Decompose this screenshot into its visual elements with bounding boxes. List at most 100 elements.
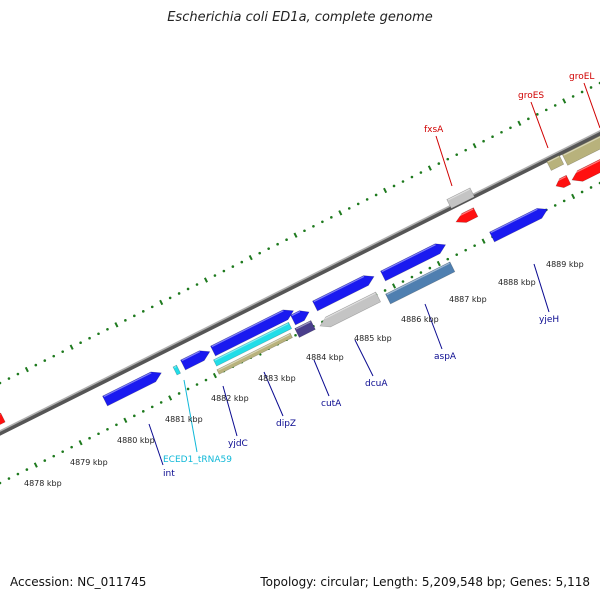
minor-tick-dot (70, 445, 73, 449)
gene-yjeH-arrow-highlight (490, 208, 538, 234)
minor-tick-dot (52, 354, 56, 358)
minor-tick-dot (419, 271, 423, 274)
trna-ECED1_tRNA59-arrow (172, 364, 181, 376)
leader-line-groES (530, 101, 549, 149)
minor-tick-dot (580, 190, 584, 194)
minor-tick-dot (88, 436, 91, 440)
gene-label-groES: groES (518, 91, 544, 101)
outer-tick-ring (0, 81, 600, 385)
minor-tick-dot (365, 198, 369, 201)
minor-tick-dot (7, 377, 11, 380)
minor-tick-dot (195, 383, 199, 386)
minor-tick-dot (473, 244, 476, 247)
major-tick (24, 366, 29, 373)
gene-label-yjeH: yjeH (539, 315, 559, 325)
leader-line-cutA (313, 359, 330, 397)
kbp-labels: 4878 kbp 4879 kbp 4880 kbp 4881 kbp 4882 kbp… (24, 260, 584, 488)
minor-tick-dot (527, 117, 530, 121)
minor-tick-dot (25, 468, 29, 471)
minor-tick-dot (312, 224, 315, 228)
major-tick (571, 193, 576, 200)
minor-tick-dot (464, 248, 467, 252)
minor-tick-dot (553, 204, 557, 207)
minor-tick-dot (285, 238, 288, 242)
backbone-line (0, 130, 600, 436)
gene-groEL-arrow (571, 158, 600, 182)
minor-tick-dot (61, 450, 64, 453)
minor-tick-dot (437, 162, 441, 165)
minor-tick-dot (544, 108, 548, 112)
minor-tick-dot (536, 113, 539, 116)
minor-tick-dot (509, 126, 512, 130)
gene-label-yjdC: yjdC (228, 439, 248, 449)
minor-tick-dot (571, 95, 575, 98)
minor-tick-dot (16, 372, 20, 376)
kbp-label: 4889 kbp (546, 260, 584, 269)
kbp-label: 4887 kbp (449, 295, 487, 304)
minor-tick-dot (401, 180, 405, 183)
gene-edge-arrow (0, 412, 6, 425)
minor-tick-dot (553, 104, 557, 107)
gene-label-aspA: aspA (434, 352, 457, 362)
gene-aspA-arrow (385, 261, 456, 305)
minor-tick-dot (455, 153, 459, 156)
kbp-label: 4885 kbp (354, 334, 392, 343)
kbp-label: 4888 kbp (498, 278, 536, 287)
leader-line-ECED1_tRNA59 (183, 379, 198, 453)
minor-tick-dot (115, 423, 118, 427)
gene-small-arrow (290, 310, 310, 326)
minor-tick-dot (52, 454, 56, 458)
minor-tick-dot (589, 86, 593, 89)
major-tick (392, 283, 397, 289)
minor-tick-dot (258, 251, 262, 255)
major-tick (427, 165, 432, 171)
kbp-label: 4886 kbp (401, 315, 439, 324)
gene-fxsA-grey (446, 187, 475, 209)
major-tick (383, 187, 388, 194)
gene-yjdC-arrow-highlight (181, 351, 201, 362)
minor-tick-dot (133, 414, 136, 418)
minor-tick-dot (43, 359, 47, 362)
gene-aspA-fwd-arrow (380, 243, 447, 282)
minor-tick-dot (491, 135, 494, 139)
gene-cutA-fwd-arrow (312, 275, 375, 312)
minor-tick-dot (303, 229, 306, 233)
major-tick (481, 238, 486, 244)
trna-ECED1_tRNA59-arrow-highlight (174, 365, 177, 368)
gene-dipZ-arrow-highlight (211, 310, 284, 348)
minor-tick-dot (0, 381, 2, 385)
map-title: Escherichia coli ED1a, complete genome (167, 10, 433, 25)
minor-tick-dot (222, 269, 226, 273)
gene-dcuA-arrow-highlight (318, 292, 376, 323)
leader-line-groEL (583, 82, 600, 129)
leader-line-yjdC (222, 385, 238, 437)
minor-tick-dot (34, 363, 38, 367)
major-tick (69, 344, 74, 350)
gene-label-dipZ: dipZ (276, 419, 296, 429)
minor-tick-dot (419, 171, 423, 174)
major-tick (472, 143, 477, 149)
gene-small-arrow-highlight (291, 311, 301, 317)
minor-tick-dot (455, 253, 459, 256)
minor-tick-dot (410, 275, 414, 279)
major-tick (78, 440, 83, 446)
gene-dcuA-arrow (319, 291, 381, 328)
gene-dipZ-band-olive-highlight (217, 333, 291, 371)
gene-label-cutA: cutA (321, 399, 342, 409)
minor-tick-dot (186, 287, 190, 291)
gene-groEL-arrow-highlight (570, 159, 600, 176)
gene-fxsA-grey-highlight (447, 188, 470, 201)
leader-line-dcuA (354, 339, 374, 377)
kbp-label: 4883 kbp (258, 374, 296, 383)
minor-tick-dot (330, 216, 333, 219)
minor-tick-dot (7, 477, 11, 480)
gene-groEL-olive-highlight (563, 136, 600, 156)
gene-label-int: int (163, 469, 175, 479)
gene-dipZ-band-olive (216, 332, 293, 375)
accession-text: Accession: NC_011745 (10, 575, 147, 589)
minor-tick-dot (106, 327, 109, 331)
minor-tick-dot (61, 350, 64, 353)
kbp-label: 4879 kbp (70, 458, 108, 467)
minor-tick-dot (240, 260, 244, 264)
minor-tick-dot (500, 130, 503, 134)
